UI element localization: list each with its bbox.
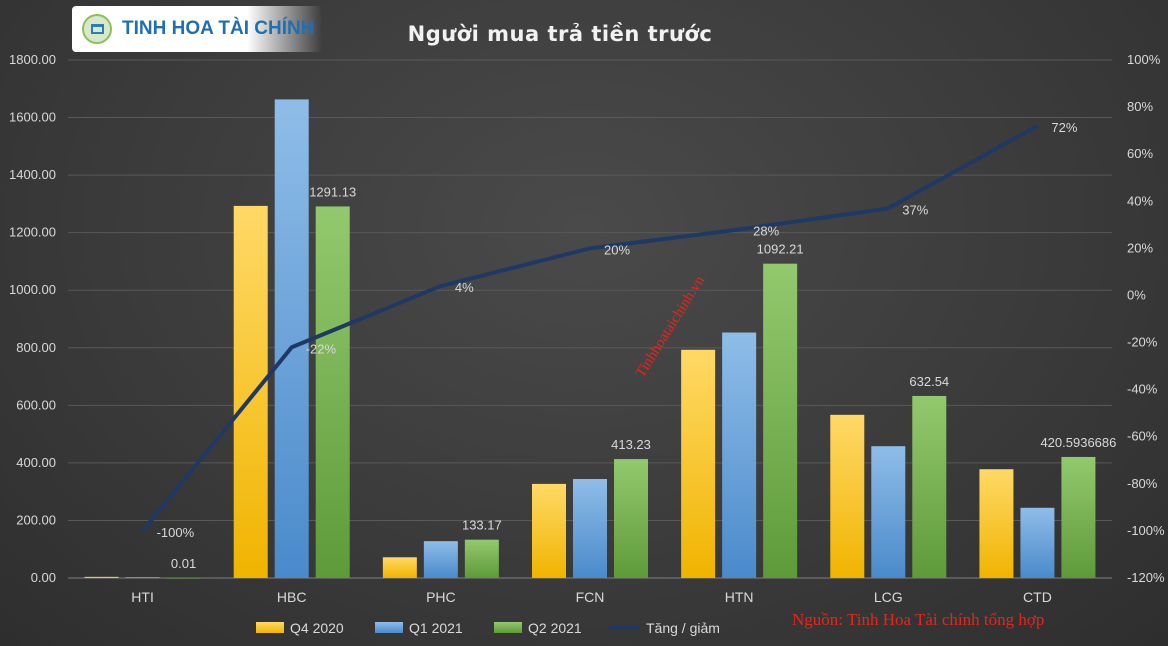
- x-tick-label: LCG: [874, 589, 903, 605]
- y-tick-label: 800.00: [16, 340, 56, 355]
- y2-tick-label: -40%: [1127, 382, 1158, 397]
- line-data-label: 72%: [1051, 120, 1077, 135]
- bar-q2-2021: [763, 263, 798, 578]
- y-tick-label: 1200.00: [9, 225, 56, 240]
- x-tick-label: PHC: [426, 589, 456, 605]
- legend-label: Q4 2020: [290, 620, 344, 636]
- bar-data-label: 133.17: [462, 518, 502, 533]
- bar-q2-2021: [315, 206, 350, 579]
- bar-data-label: 413.23: [611, 437, 651, 452]
- y-tick-label: 200.00: [16, 512, 56, 527]
- bar-data-label: 1291.13: [309, 184, 356, 199]
- y-tick-label: 1400.00: [9, 167, 56, 182]
- logo: TINH HOA TÀI CHÍNH: [72, 6, 322, 52]
- line-data-label: 4%: [455, 280, 474, 295]
- bar-data-label: 0.01: [171, 556, 196, 571]
- line-data-label: 20%: [604, 242, 630, 257]
- bar-data-label: 632.54: [909, 374, 949, 389]
- x-tick-label: HBC: [277, 589, 307, 605]
- bar-q2-2021: [1061, 456, 1096, 578]
- x-tick-label: HTI: [131, 589, 154, 605]
- bar-q4-2020: [84, 576, 119, 578]
- legend-swatch: [494, 622, 522, 633]
- y2-tick-label: -100%: [1127, 523, 1165, 538]
- bar-q2-2021: [166, 577, 201, 579]
- y2-tick-label: 100%: [1127, 52, 1161, 67]
- y2-tick-label: -60%: [1127, 429, 1158, 444]
- legend-label: Q2 2021: [528, 620, 582, 636]
- y-tick-label: 600.00: [16, 397, 56, 412]
- bar-q4-2020: [830, 414, 865, 578]
- x-tick-label: FCN: [576, 589, 605, 605]
- book-icon: [82, 14, 112, 44]
- y2-tick-label: -120%: [1127, 570, 1165, 585]
- y-tick-label: 400.00: [16, 455, 56, 470]
- bar-q1-2021: [423, 541, 458, 578]
- y2-tick-label: 40%: [1127, 193, 1153, 208]
- legend-label: Tăng / giảm: [646, 620, 720, 636]
- line-data-label: 37%: [902, 202, 928, 217]
- y2-tick-label: -80%: [1127, 476, 1158, 491]
- line-tang-giam: [141, 124, 1039, 533]
- bar-q2-2021: [912, 395, 947, 578]
- bar-q1-2021: [1020, 507, 1055, 578]
- logo-text: TINH HOA TÀI CHÍNH: [122, 18, 315, 39]
- y2-tick-label: 20%: [1127, 240, 1153, 255]
- bar-q2-2021: [464, 539, 499, 578]
- x-tick-label: HTN: [725, 589, 754, 605]
- bar-q4-2020: [979, 469, 1014, 578]
- legend-label: Q1 2021: [409, 620, 463, 636]
- legend-swatch: [256, 622, 284, 633]
- y2-tick-label: 60%: [1127, 146, 1153, 161]
- y-tick-label: 1800.00: [9, 52, 56, 67]
- bar-q4-2020: [532, 483, 566, 578]
- y-tick-label: 0.00: [31, 570, 56, 585]
- source-note: Nguồn: Tinh Hoa Tài chính tổng hợp: [792, 610, 1045, 629]
- bar-data-label: 1092.21: [757, 242, 804, 257]
- bar-q4-2020: [382, 557, 417, 578]
- bar-q1-2021: [722, 332, 757, 578]
- y2-tick-label: 0%: [1127, 287, 1146, 302]
- bar-q4-2020: [681, 349, 716, 578]
- bar-data-label: 420.5936686: [1040, 435, 1116, 450]
- bar-q1-2021: [573, 479, 607, 578]
- bar-q1-2021: [125, 577, 160, 578]
- bar-q1-2021: [871, 446, 906, 578]
- y2-tick-label: 80%: [1127, 99, 1153, 114]
- line-data-label: -22%: [306, 341, 337, 356]
- bar-q2-2021: [614, 459, 648, 578]
- chart-title: Người mua trả tiền trước: [407, 22, 713, 46]
- y-tick-label: 1000.00: [9, 282, 56, 297]
- line-data-label: 28%: [753, 224, 779, 239]
- line-data-label: -100%: [157, 525, 195, 540]
- bar-q4-2020: [233, 205, 268, 579]
- y2-tick-label: -20%: [1127, 335, 1158, 350]
- y-tick-label: 1600.00: [9, 110, 56, 125]
- bar-q1-2021: [274, 99, 309, 579]
- legend-swatch: [375, 622, 403, 633]
- x-tick-label: CTD: [1023, 589, 1052, 605]
